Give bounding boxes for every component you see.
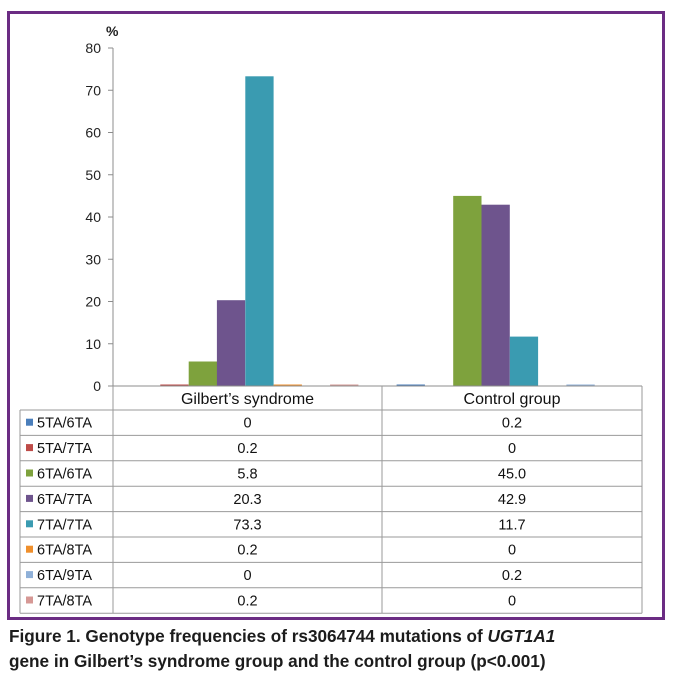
table-value-cell: 0.2 <box>502 416 522 432</box>
legend-series-name: 6TA/8TA <box>37 543 92 559</box>
figure-frame: 0 10 20 30 40 50 60 70 80% Gilbert’s syndrome Cont… <box>7 11 665 620</box>
y-tick-label: 60 <box>85 125 101 141</box>
legend-series-name: 6TA/9TA <box>37 568 92 584</box>
table-value-cell: 0 <box>508 441 516 457</box>
table-value-cell: 42.9 <box>498 492 526 508</box>
legend-series-name: 5TA/7TA <box>37 441 92 457</box>
legend-key-swatch <box>26 520 33 528</box>
y-tick-label: 30 <box>85 251 101 267</box>
legend-series-name: 6TA/7TA <box>37 492 92 508</box>
table-value-cell: 45.0 <box>498 467 526 483</box>
bar-6ta-8ta-gilbert <box>273 384 302 386</box>
figure-caption: Figure 1. Genotype frequencies of rs3064… <box>9 624 669 674</box>
category-label: Control group <box>464 391 561 408</box>
table-value-cell: 73.3 <box>233 517 261 533</box>
y-axis-label: % <box>106 23 119 39</box>
table-value-cell: 0 <box>243 568 251 584</box>
caption-text-2: gene in Gilbert’s syndrome group and the… <box>9 651 546 671</box>
legend-series-name: 7TA/8TA <box>37 594 92 610</box>
bar-5ta-7ta-gilbert <box>160 384 189 386</box>
legend-key-swatch <box>26 596 33 604</box>
bar-6ta-6ta-control <box>453 195 482 386</box>
legend-key-swatch <box>26 494 33 502</box>
table-value-cell: 0.2 <box>237 441 257 457</box>
bar-6ta-9ta-control <box>566 384 595 386</box>
table-value-cell: 5.8 <box>237 467 257 483</box>
legend-series-name: 7TA/7TA <box>37 517 92 533</box>
caption-text-1: Figure 1. Genotype frequencies of rs3064… <box>9 626 488 646</box>
legend-series-name: 5TA/6TA <box>37 416 92 432</box>
y-tick-label: 80 <box>85 40 101 56</box>
caption-gene-name: UGT1A1 <box>487 626 556 646</box>
table-value-cell: 0.2 <box>237 543 257 559</box>
bar-5ta-6ta-control <box>396 384 425 386</box>
y-tick-label: 10 <box>85 336 101 352</box>
table-value-cell: 0 <box>508 543 516 559</box>
y-tick-label: 70 <box>85 82 101 98</box>
bar-6ta-7ta-control <box>481 204 510 386</box>
legend-key-swatch <box>26 571 33 579</box>
legend-key-swatch <box>26 418 33 426</box>
table-value-cell: 0 <box>508 594 516 610</box>
legend-series-name: 6TA/6TA <box>37 467 92 483</box>
y-tick-label: 40 <box>85 209 101 225</box>
table-value-cell: 0.2 <box>237 594 257 610</box>
y-tick-label: 50 <box>85 167 101 183</box>
bar-7ta-7ta-gilbert <box>245 76 274 387</box>
y-tick-label: 20 <box>85 294 101 310</box>
bar-6ta-6ta-gilbert <box>188 361 217 386</box>
bar-7ta-8ta-gilbert <box>330 384 359 386</box>
bar-chart-with-data-table: 0 10 20 30 40 50 60 70 80% Gilbert’s syndrome Cont… <box>19 23 643 614</box>
bar-6ta-7ta-gilbert <box>216 300 246 386</box>
legend-key-swatch <box>26 469 33 477</box>
bar-7ta-7ta-control <box>509 336 539 386</box>
table-value-cell: 11.7 <box>498 517 525 533</box>
table-value-cell: 0 <box>243 416 251 432</box>
legend-key-swatch <box>26 444 33 452</box>
category-label: Gilbert’s syndrome <box>181 391 314 408</box>
table-value-cell: 20.3 <box>233 492 261 508</box>
y-tick-label: 0 <box>93 378 101 394</box>
table-value-cell: 0.2 <box>502 568 522 584</box>
legend-key-swatch <box>26 545 33 553</box>
